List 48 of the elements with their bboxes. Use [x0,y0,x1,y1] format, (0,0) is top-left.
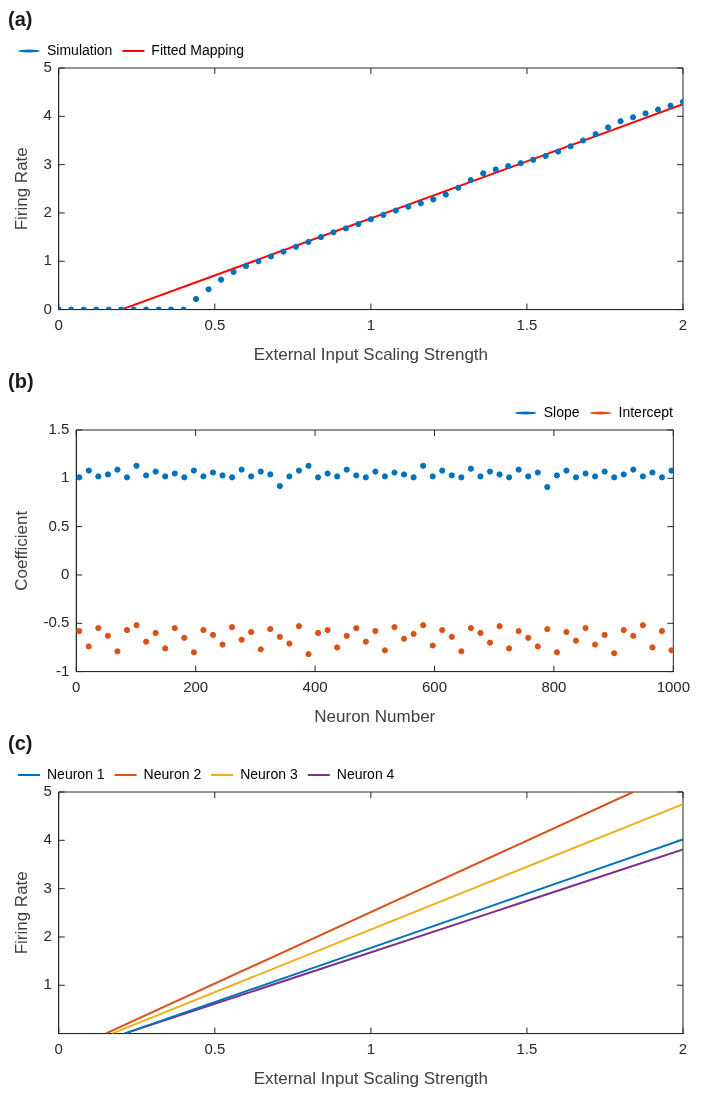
legend-label: Simulation [47,41,113,58]
y-tick-label: -0.5 [43,613,70,631]
x-axis-title: Neuron Number [314,707,436,727]
x-tick-label: 1 [366,1039,376,1057]
y-tick-label: -1 [55,661,70,679]
y-tick-label: 1.5 [48,420,70,438]
y-tick-label: 5 [43,58,52,76]
chart-title: (b) [8,369,34,392]
y-tick-label: 4 [43,830,52,848]
x-tick-label: 800 [541,677,567,695]
legend-label: Neuron 1 [47,765,105,782]
legend-label: Slope [543,403,580,420]
y-tick-label: 0.5 [48,516,70,534]
legend-label: Fitted Mapping [151,41,244,58]
x-tick-label: 200 [183,677,209,695]
y-tick-label: 1 [43,975,52,993]
y-tick-label: 2 [43,203,52,221]
x-tick-label: 1000 [656,677,690,695]
y-tick-label: 4 [43,106,52,124]
y-tick-label: 0 [43,299,52,317]
y-tick-label: 3 [43,878,52,896]
x-tick-label: 1 [366,315,376,333]
x-tick-label: 2 [678,315,688,333]
x-tick-label: 400 [302,677,328,695]
chart-title: (c) [8,731,33,754]
chart-title: (a) [8,7,33,30]
x-tick-label: 600 [421,677,447,695]
y-tick-label: 2 [43,927,52,945]
y-tick-label: 5 [43,782,52,800]
x-tick-label: 1.5 [516,315,538,333]
x-axis-title: External Input Scaling Strength [253,345,489,365]
x-tick-label: 1.5 [516,1039,538,1057]
legend-label: Neuron 3 [240,765,298,782]
y-axis-title: Firing Rate [11,871,31,955]
y-tick-label: 1 [43,251,52,269]
x-axis-title: External Input Scaling Strength [253,1069,489,1089]
x-tick-label: 2 [678,1039,688,1057]
y-axis-title: Firing Rate [11,147,31,231]
y-tick-label: 3 [43,154,52,172]
x-tick-label: 0.5 [204,315,226,333]
x-tick-label: 0.5 [204,1039,226,1057]
x-tick-label: 0 [72,677,81,695]
y-axis-title: Coefficient [11,510,31,591]
legend-label: Neuron 2 [143,765,202,782]
y-tick-label: 0 [60,565,70,583]
legend-label: Intercept [618,403,674,420]
legend-label: Neuron 4 [336,765,395,782]
y-tick-label: 1 [60,468,70,486]
